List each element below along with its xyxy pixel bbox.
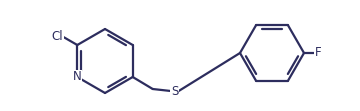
- Text: F: F: [315, 47, 321, 59]
- Text: S: S: [171, 84, 179, 97]
- Text: N: N: [73, 70, 82, 83]
- Text: Cl: Cl: [51, 30, 63, 43]
